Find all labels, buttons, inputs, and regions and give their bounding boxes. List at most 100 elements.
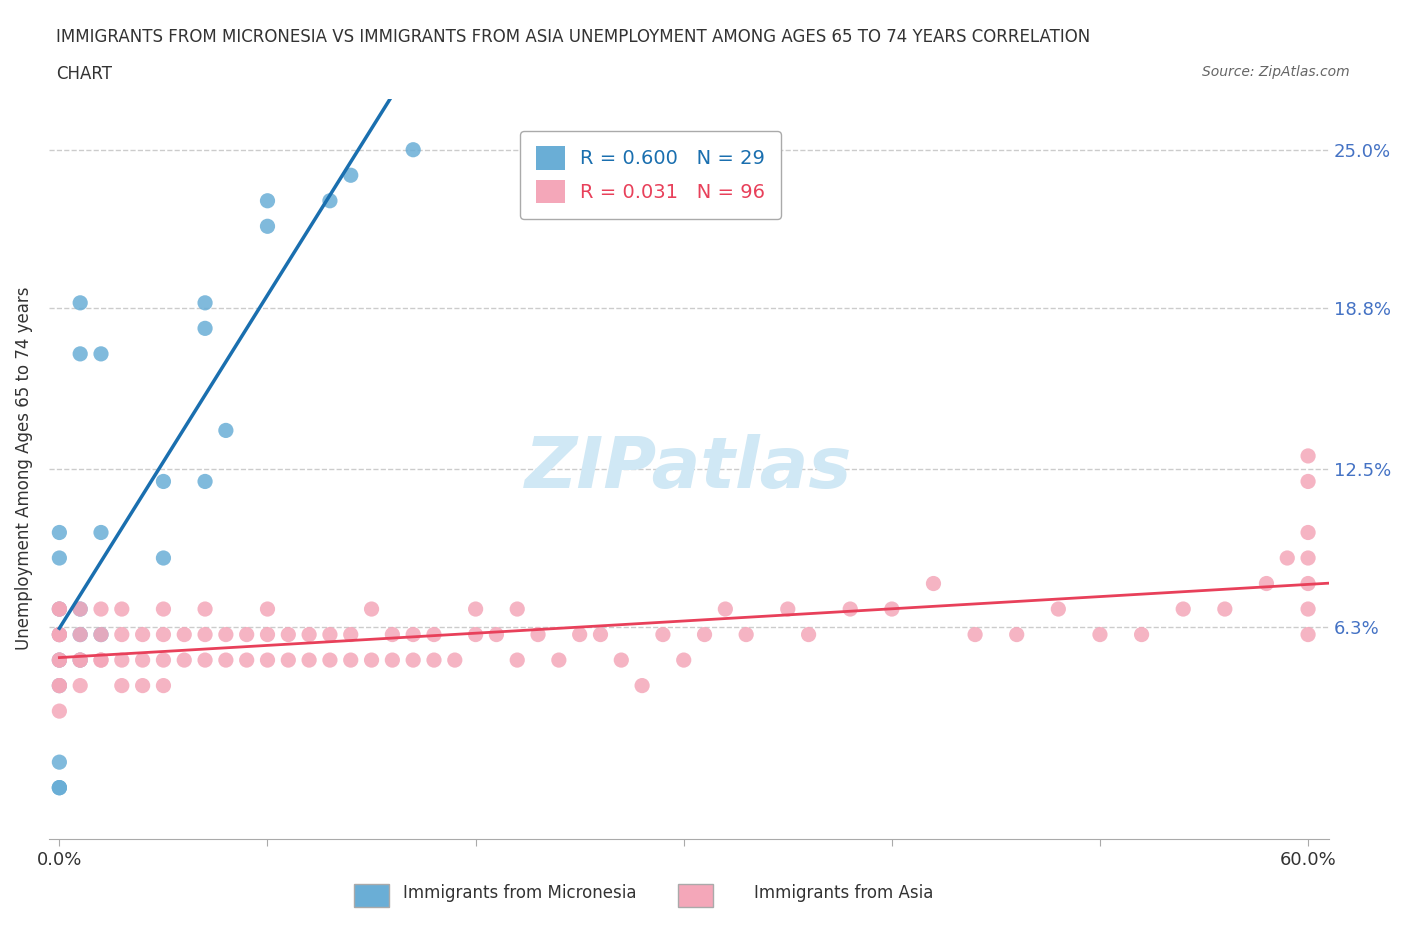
Point (839, 602, 862, 617)
Point (90, 627, 112, 642)
Point (111, 678, 134, 693)
Point (69, 627, 91, 642)
Point (69, 602, 91, 617)
Point (48, 780, 70, 795)
Point (1296, 525, 1319, 540)
Point (485, 627, 508, 642)
Point (339, 653, 361, 668)
Point (464, 627, 486, 642)
Point (48, 678, 70, 693)
Point (797, 627, 820, 642)
Point (965, 627, 987, 642)
Point (1296, 576, 1319, 591)
Point (194, 474, 217, 489)
Point (194, 321, 217, 336)
FancyBboxPatch shape (678, 884, 713, 907)
Text: Immigrants from Micronesia: Immigrants from Micronesia (404, 884, 637, 902)
Point (152, 474, 174, 489)
Point (111, 627, 134, 642)
Point (111, 653, 134, 668)
Point (651, 627, 673, 642)
Point (319, 193, 342, 208)
Point (194, 602, 217, 617)
Y-axis label: Unemployment Among Ages 65 to 74 years: Unemployment Among Ages 65 to 74 years (15, 287, 32, 650)
Point (360, 653, 382, 668)
Point (298, 653, 321, 668)
Point (152, 551, 174, 565)
Point (235, 627, 257, 642)
Point (215, 423, 238, 438)
Point (1213, 602, 1236, 617)
Point (48, 704, 70, 719)
Point (672, 653, 695, 668)
Point (319, 627, 342, 642)
Point (922, 576, 945, 591)
FancyBboxPatch shape (354, 884, 389, 907)
Point (69, 653, 91, 668)
Point (1296, 602, 1319, 617)
Point (69, 296, 91, 311)
Point (735, 627, 758, 642)
Point (339, 627, 361, 642)
Point (1296, 448, 1319, 463)
Point (880, 602, 903, 617)
Point (90, 525, 112, 540)
Point (90, 653, 112, 668)
Point (131, 653, 153, 668)
Point (69, 678, 91, 693)
Point (48, 627, 70, 642)
Point (402, 627, 425, 642)
Point (402, 142, 425, 157)
Point (256, 627, 278, 642)
Point (194, 653, 217, 668)
Point (1173, 602, 1195, 617)
Text: Source: ZipAtlas.com: Source: ZipAtlas.com (1202, 65, 1350, 79)
Point (48, 551, 70, 565)
Point (277, 653, 299, 668)
Point (90, 347, 112, 362)
Point (48, 602, 70, 617)
Point (90, 602, 112, 617)
Point (69, 653, 91, 668)
Text: ZIPatlas: ZIPatlas (526, 434, 852, 503)
Point (48, 653, 70, 668)
Point (277, 627, 299, 642)
Point (506, 653, 529, 668)
Point (69, 653, 91, 668)
Point (381, 653, 404, 668)
Point (48, 678, 70, 693)
Point (1047, 602, 1070, 617)
Point (589, 627, 612, 642)
Point (173, 653, 195, 668)
Point (527, 627, 550, 642)
Point (610, 653, 633, 668)
Point (464, 602, 486, 617)
Point (215, 627, 238, 642)
Point (90, 653, 112, 668)
Point (111, 602, 134, 617)
Point (1277, 551, 1299, 565)
Point (152, 653, 174, 668)
Point (776, 602, 799, 617)
Text: IMMIGRANTS FROM MICRONESIA VS IMMIGRANTS FROM ASIA UNEMPLOYMENT AMONG AGES 65 TO: IMMIGRANTS FROM MICRONESIA VS IMMIGRANTS… (56, 28, 1091, 46)
Point (506, 602, 529, 617)
Point (173, 627, 195, 642)
Point (48, 602, 70, 617)
Point (1296, 474, 1319, 489)
Point (194, 627, 217, 642)
Point (1296, 551, 1319, 565)
Point (235, 653, 257, 668)
Point (48, 678, 70, 693)
Point (339, 167, 361, 182)
Point (402, 653, 425, 668)
Point (48, 653, 70, 668)
Point (568, 627, 591, 642)
Point (1088, 627, 1111, 642)
Point (152, 627, 174, 642)
Point (360, 602, 382, 617)
Point (131, 678, 153, 693)
Point (256, 602, 278, 617)
Point (1005, 627, 1028, 642)
Point (48, 525, 70, 540)
Point (48, 627, 70, 642)
